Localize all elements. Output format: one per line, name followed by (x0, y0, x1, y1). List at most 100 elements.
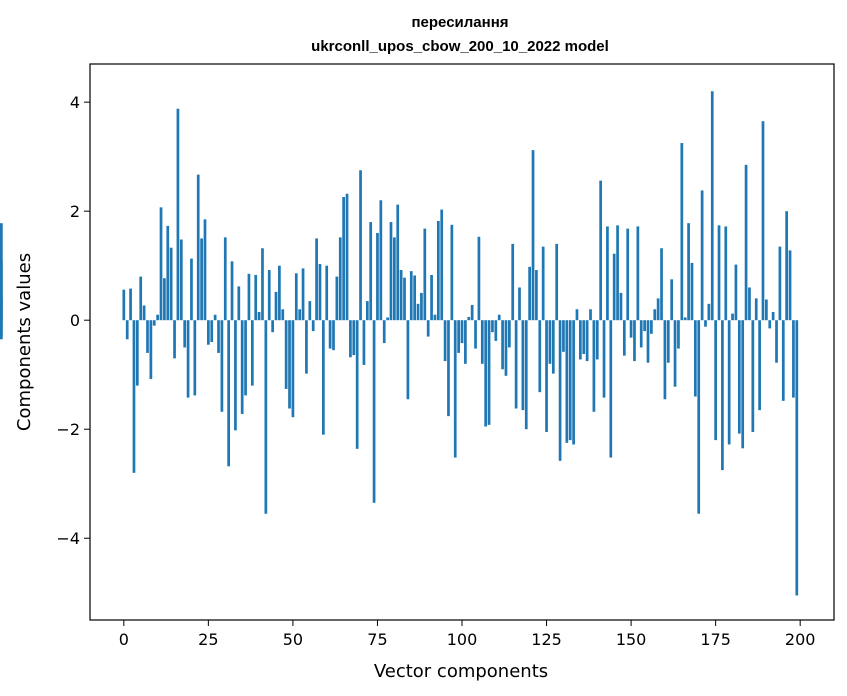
bar-139 (592, 320, 596, 412)
bar-106 (480, 320, 484, 364)
chart-title-line-2: ukrconll_upos_cbow_200_10_2022 model (311, 38, 609, 55)
y-tick-label: 4 (70, 93, 80, 112)
bar-29 (220, 320, 224, 412)
bar-54 (305, 320, 308, 374)
bar-41 (261, 248, 264, 321)
bar-27 (213, 314, 217, 321)
bar-76 (379, 200, 383, 321)
bar-112 (501, 320, 504, 370)
x-axis-label: Vector components (374, 661, 548, 682)
bar-187 (754, 298, 758, 321)
bar-80 (393, 237, 396, 321)
bar-128 (555, 243, 559, 321)
bar-193 (775, 320, 778, 363)
bar-28 (217, 320, 220, 353)
bar-81 (396, 204, 400, 321)
bar-13 (166, 225, 170, 321)
bar-57 (315, 238, 318, 321)
bar-70 (359, 170, 362, 321)
bar-66 (345, 193, 349, 321)
bar-61 (328, 320, 332, 349)
bar-160 (663, 320, 667, 400)
bar-126 (548, 320, 552, 364)
bar-121 (531, 150, 535, 321)
bar-142 (602, 320, 606, 398)
bar-42 (264, 320, 268, 514)
bar-64 (338, 237, 342, 321)
bar-91 (430, 274, 433, 321)
bar-144 (609, 320, 613, 458)
bar-48 (284, 320, 288, 389)
bar-73 (369, 222, 373, 321)
bar-182 (737, 320, 741, 434)
bar-72 (365, 301, 369, 321)
bar-130 (562, 320, 565, 352)
bar-51 (294, 273, 298, 321)
bar-116 (514, 320, 518, 409)
bar-82 (399, 270, 403, 321)
x-tick-label: 0 (119, 630, 129, 649)
bar-90 (426, 320, 430, 337)
bar-124 (541, 246, 545, 321)
bar-94 (440, 209, 444, 321)
bar-174 (710, 91, 714, 321)
bar-185 (748, 287, 751, 321)
bar-159 (660, 248, 663, 321)
bar-60 (325, 265, 329, 321)
bar-169 (693, 320, 697, 397)
bar-77 (382, 320, 386, 344)
bar-8 (149, 320, 153, 380)
bar-99 (457, 320, 460, 353)
bar-92 (433, 314, 437, 321)
bar-5 (139, 276, 143, 321)
bar-167 (687, 223, 690, 321)
bar-149 (626, 228, 630, 321)
bar-198 (792, 320, 795, 398)
bar-163 (673, 320, 677, 387)
bar-96 (447, 320, 450, 417)
bar-154 (643, 320, 646, 332)
bar-undefined (0, 320, 3, 340)
bar-14 (169, 247, 173, 321)
chart-title-line-1: пересилання (411, 14, 508, 31)
bar-140 (595, 320, 599, 360)
bar-192 (771, 312, 775, 321)
bar-107 (484, 320, 488, 427)
bar-97 (450, 224, 454, 321)
x-tick-label: 200 (785, 630, 816, 649)
bar-40 (257, 312, 261, 321)
bar-195 (781, 320, 785, 401)
bar-145 (612, 253, 616, 321)
bar-74 (372, 320, 376, 503)
bar-109 (491, 320, 494, 333)
bars-group (0, 91, 799, 596)
bar-undefined (0, 298, 3, 321)
bar-62 (332, 320, 335, 351)
bar-170 (697, 320, 701, 514)
bar-24 (203, 219, 207, 321)
bar-87 (416, 303, 420, 321)
bar-186 (751, 320, 755, 432)
bar-175 (714, 320, 717, 441)
bar-188 (758, 320, 761, 411)
bar-23 (200, 238, 203, 321)
bar-131 (565, 320, 569, 443)
bar-17 (179, 239, 183, 321)
y-axis-ticks: 4 2 0 −2 −4 (56, 93, 90, 548)
bar-31 (227, 320, 231, 467)
bar-135 (579, 320, 582, 360)
bar-75 (376, 232, 379, 321)
bar-194 (778, 246, 782, 321)
bar-88 (420, 292, 423, 321)
bar-12 (163, 278, 166, 321)
bar-101 (464, 320, 467, 364)
bar-191 (768, 320, 772, 329)
x-tick-label: 75 (367, 630, 387, 649)
x-tick-label: 150 (616, 630, 647, 649)
bar-85 (409, 271, 413, 321)
bar-115 (511, 243, 515, 321)
bar-49 (288, 320, 291, 409)
bar-166 (683, 317, 687, 321)
bar-32 (230, 261, 234, 321)
